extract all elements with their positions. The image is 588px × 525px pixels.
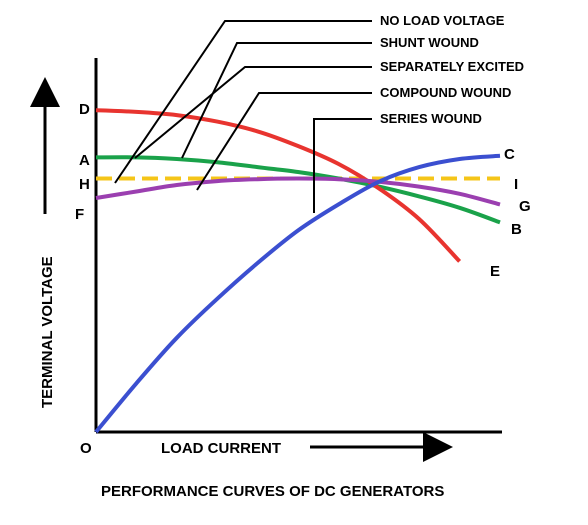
point-label-i: I (514, 176, 518, 193)
x-axis-label: LOAD CURRENT (161, 440, 281, 457)
series-line-series-wound (94, 153, 501, 434)
y-axis-label: TERMINAL VOLTAGE (39, 256, 56, 408)
leader-separately-excited (134, 66, 372, 159)
legend-separately-excited: SEPARATELY EXCITED (380, 59, 524, 74)
point-label-e: E (490, 263, 500, 280)
point-label-f: F (75, 206, 84, 223)
leader-series-wound (313, 118, 372, 213)
leader-no-load-voltage (114, 20, 372, 184)
leader-shunt-wound (181, 42, 372, 159)
series-line-separately-excited (95, 108, 462, 263)
point-label-g: G (519, 198, 531, 215)
series-line-shunt-wound (95, 155, 501, 225)
legend-series-wound: SERIES WOUND (380, 111, 482, 126)
point-label-a: A (79, 152, 90, 169)
origin-label: O (80, 440, 92, 457)
legend-shunt-wound: SHUNT WOUND (380, 35, 479, 50)
point-label-c: C (504, 146, 515, 163)
leader-compound-wound (196, 92, 372, 191)
point-label-h: H (79, 176, 90, 193)
legend-no-load-voltage: NO LOAD VOLTAGE (380, 13, 505, 28)
legend-compound-wound: COMPOUND WOUND (380, 85, 511, 100)
series-line-compound-wound (95, 176, 501, 207)
point-label-d: D (79, 101, 90, 118)
chart-title: PERFORMANCE CURVES OF DC GENERATORS (101, 483, 444, 500)
point-label-b: B (511, 221, 522, 238)
